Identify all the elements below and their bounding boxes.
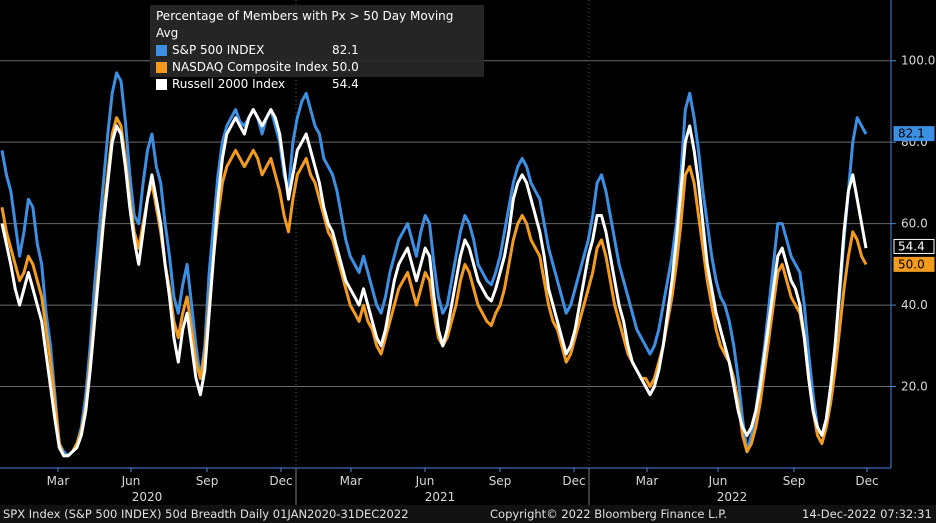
footer-timestamp: 14-Dec-2022 07:32:31 <box>802 507 932 521</box>
footer-copyright: Copyright© 2022 Bloomberg Finance L.P. <box>490 507 727 521</box>
chart-title: Percentage of Members with Px > 50 Day M… <box>156 9 454 40</box>
legend-item-sp500: S&P 500 INDEX 82.1 <box>156 42 478 59</box>
legend-swatch-sp500 <box>156 45 167 56</box>
legend-label: S&P 500 INDEX <box>172 43 265 57</box>
y-tick-label: 40.0 <box>901 298 928 312</box>
x-tick-label: Jun <box>121 474 141 488</box>
legend: Percentage of Members with Px > 50 Day M… <box>150 5 484 91</box>
y-tick-label: 100.0 <box>901 54 935 68</box>
x-tick-label: Sep <box>783 474 806 488</box>
legend-label: NASDAQ Composite Index <box>172 60 328 74</box>
x-tick-label: Mar <box>47 474 70 488</box>
legend-value: 54.4 <box>332 77 359 91</box>
x-tick-label: Jun <box>708 474 728 488</box>
x-tick-label: Mar <box>340 474 363 488</box>
end-label-value: 54.4 <box>898 239 925 253</box>
legend-label: Russell 2000 Index <box>172 77 286 91</box>
x-tick-label: Jun <box>415 474 435 488</box>
end-label-value: 82.1 <box>898 127 925 141</box>
legend-item-russell: Russell 2000 Index 54.4 <box>156 76 478 93</box>
series-lines <box>0 71 868 458</box>
x-tick-label: Dec <box>855 474 878 488</box>
footer-description: SPX Index (S&P 500 INDEX) 50d Breadth Da… <box>3 507 409 521</box>
legend-swatch-russell <box>156 79 167 90</box>
x-tick-label: Sep <box>489 474 512 488</box>
y-tick-label: 60.0 <box>901 217 928 231</box>
legend-value: 82.1 <box>332 43 359 57</box>
end-label-box <box>893 256 935 272</box>
legend-swatch-nasdaq <box>156 62 167 73</box>
y-tick-label: 20.0 <box>901 380 928 394</box>
series-line-0 <box>0 71 868 458</box>
x-tick-label: Dec <box>269 474 292 488</box>
end-label-value: 50.0 <box>898 257 925 271</box>
series-line-2 <box>0 108 868 458</box>
end-value-labels: 82.1 50.0 54.4 <box>893 126 935 272</box>
end-label-box <box>893 126 935 142</box>
legend-value: 50.0 <box>332 60 359 74</box>
x-year-label: 2021 <box>425 490 456 504</box>
x-year-label: 2022 <box>717 490 748 504</box>
footer-bar: SPX Index (S&P 500 INDEX) 50d Breadth Da… <box>0 505 936 523</box>
x-tick-label: Sep <box>196 474 219 488</box>
x-tick-label: Mar <box>636 474 659 488</box>
x-year-label: 2020 <box>132 490 163 504</box>
x-tick-label: Dec <box>562 474 585 488</box>
end-label-box <box>893 238 935 254</box>
legend-item-nasdaq: NASDAQ Composite Index 50.0 <box>156 59 478 76</box>
